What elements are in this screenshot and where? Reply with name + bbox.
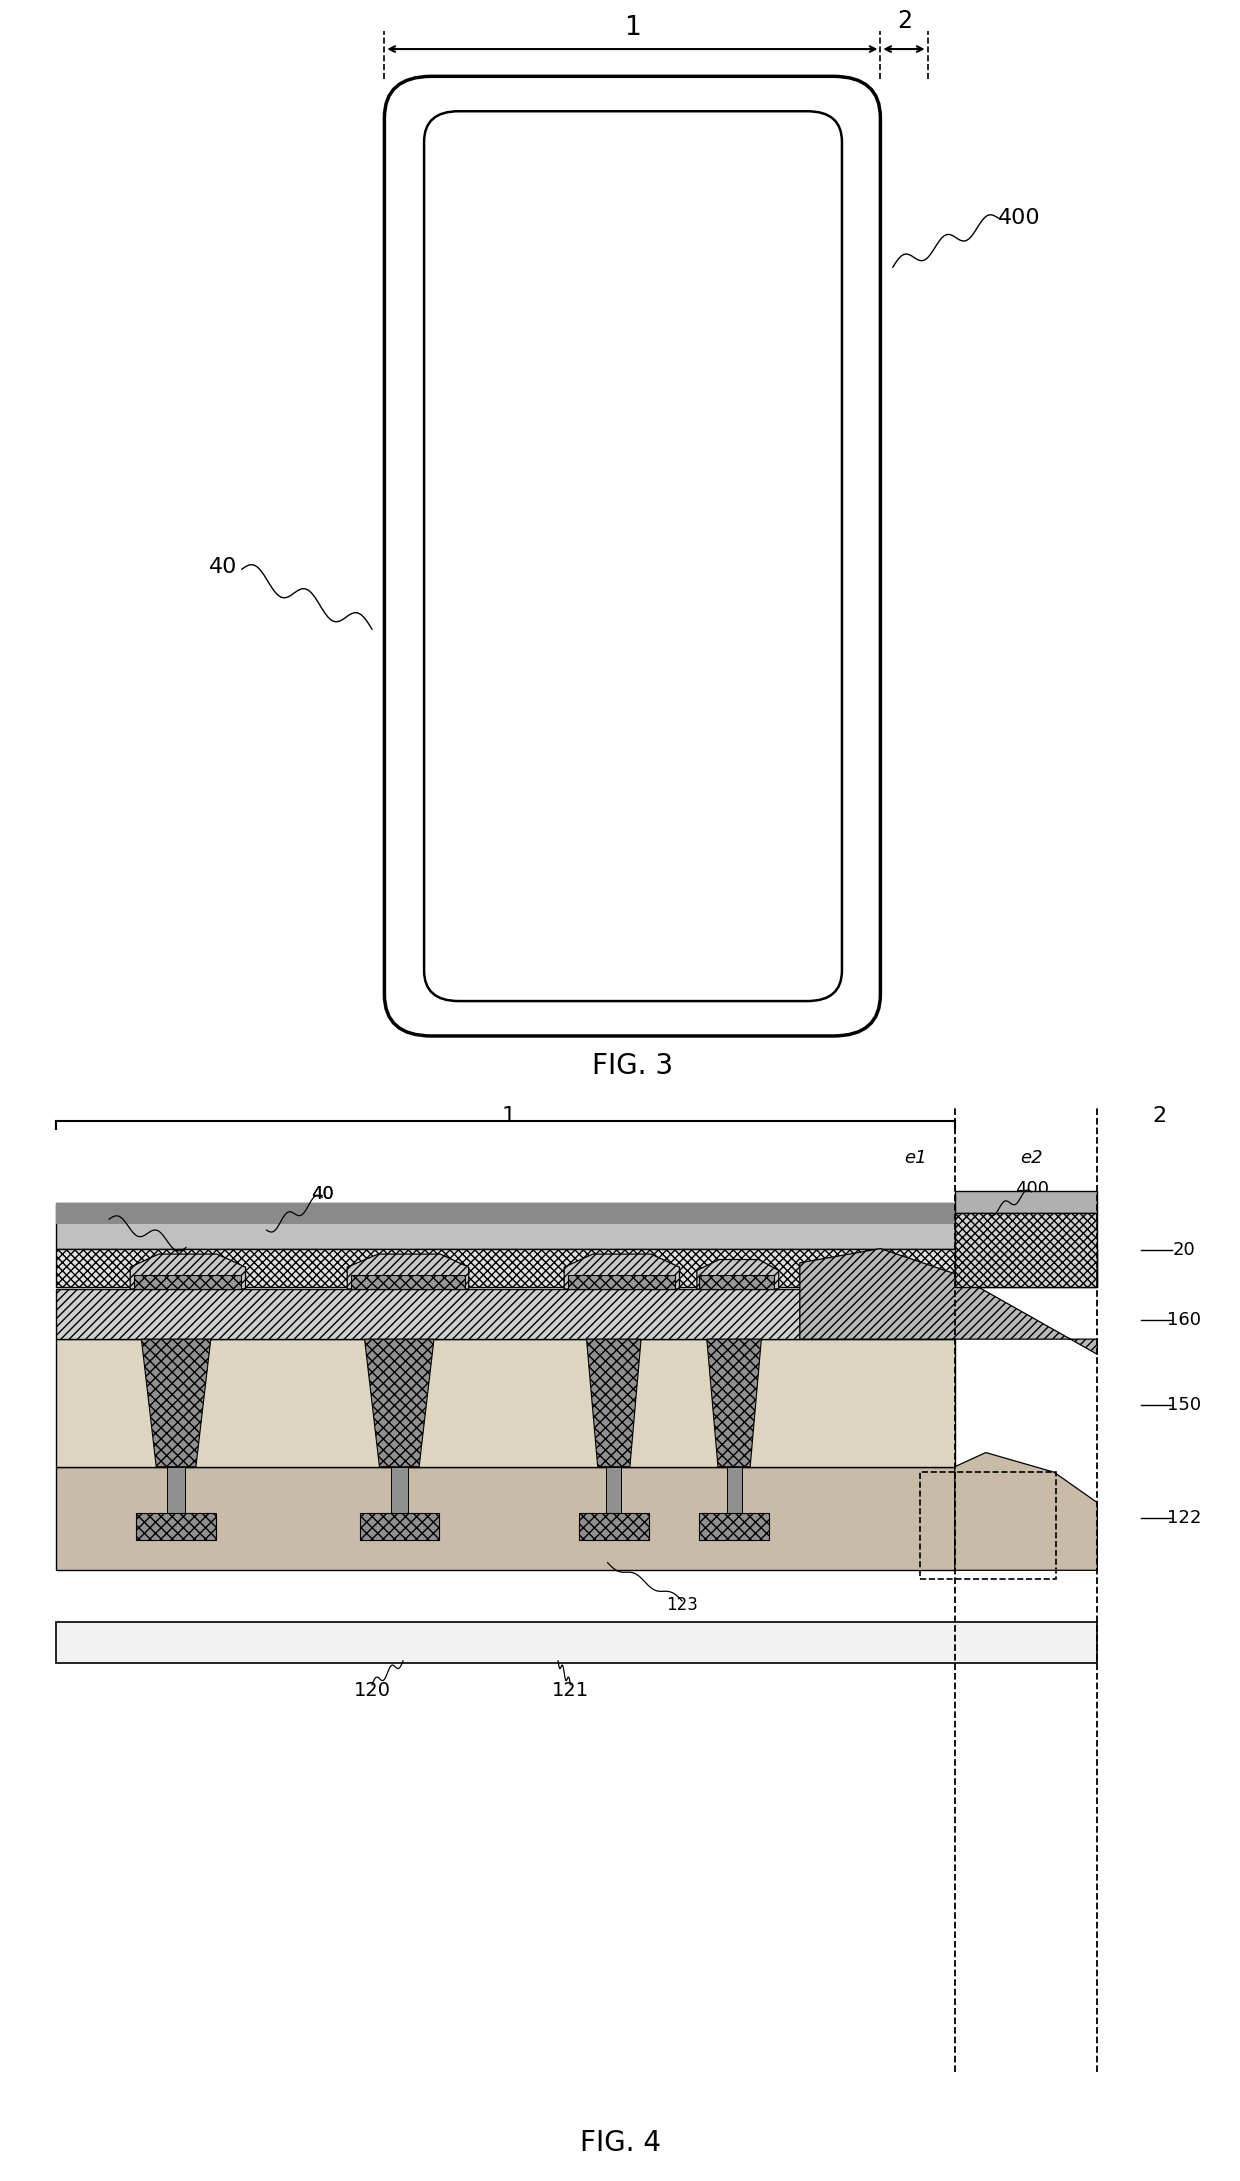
Polygon shape bbox=[955, 1453, 1097, 1570]
Bar bbox=[920, 1472, 1056, 1579]
Polygon shape bbox=[697, 1261, 779, 1289]
Bar bbox=[955, 1213, 1097, 1287]
Bar bbox=[136, 1514, 216, 1540]
Bar bbox=[56, 1204, 955, 1224]
Polygon shape bbox=[564, 1254, 680, 1289]
Bar bbox=[56, 1623, 1097, 1662]
Text: 120: 120 bbox=[353, 1682, 391, 1699]
Polygon shape bbox=[167, 1466, 185, 1514]
Bar bbox=[351, 1274, 465, 1289]
Text: 400: 400 bbox=[998, 207, 1040, 229]
Text: 121: 121 bbox=[552, 1682, 589, 1699]
Text: e1: e1 bbox=[904, 1149, 926, 1167]
Bar bbox=[360, 1514, 439, 1540]
Text: FIG. 4: FIG. 4 bbox=[579, 2129, 661, 2157]
Bar bbox=[568, 1274, 675, 1289]
Text: 1: 1 bbox=[501, 1106, 516, 1125]
FancyBboxPatch shape bbox=[384, 76, 880, 1036]
Text: 1: 1 bbox=[624, 15, 641, 41]
Text: 150: 150 bbox=[1167, 1396, 1202, 1413]
Bar bbox=[579, 1514, 649, 1540]
FancyBboxPatch shape bbox=[424, 111, 842, 1001]
Text: 151: 151 bbox=[606, 1234, 639, 1252]
Text: FIG. 3: FIG. 3 bbox=[591, 1051, 673, 1080]
Bar bbox=[56, 1339, 955, 1466]
Text: 40: 40 bbox=[210, 556, 237, 578]
Polygon shape bbox=[707, 1339, 761, 1466]
Text: 2: 2 bbox=[898, 9, 913, 33]
Bar bbox=[56, 1202, 955, 1248]
Bar bbox=[955, 1191, 1097, 1213]
Text: 20: 20 bbox=[1173, 1241, 1195, 1258]
Bar bbox=[56, 1466, 955, 1570]
Bar bbox=[699, 1274, 774, 1289]
Text: 2: 2 bbox=[1152, 1106, 1167, 1125]
Polygon shape bbox=[391, 1466, 408, 1514]
Bar bbox=[699, 1514, 769, 1540]
Text: 14: 14 bbox=[86, 1304, 108, 1322]
Polygon shape bbox=[727, 1466, 742, 1514]
Polygon shape bbox=[365, 1339, 434, 1466]
Polygon shape bbox=[800, 1248, 1097, 1354]
Polygon shape bbox=[587, 1339, 641, 1466]
Bar bbox=[56, 1248, 1097, 1287]
Text: 161: 161 bbox=[760, 1237, 790, 1250]
Text: 122: 122 bbox=[1167, 1509, 1202, 1527]
Polygon shape bbox=[141, 1339, 211, 1466]
Text: 123: 123 bbox=[666, 1596, 698, 1614]
Text: α1: α1 bbox=[1061, 1555, 1084, 1575]
Bar bbox=[134, 1274, 241, 1289]
Text: 30: 30 bbox=[94, 1210, 117, 1228]
Text: 15: 15 bbox=[169, 1234, 191, 1252]
Text: 400: 400 bbox=[1014, 1180, 1049, 1197]
Bar bbox=[56, 1289, 955, 1339]
Polygon shape bbox=[347, 1254, 469, 1289]
Polygon shape bbox=[130, 1254, 246, 1289]
Text: 130: 130 bbox=[707, 1237, 737, 1250]
Text: 40: 40 bbox=[311, 1184, 334, 1204]
Text: e2: e2 bbox=[1021, 1149, 1043, 1167]
Polygon shape bbox=[606, 1466, 621, 1514]
Text: 30: 30 bbox=[98, 1210, 120, 1228]
Text: 40: 40 bbox=[311, 1184, 334, 1204]
Text: 16: 16 bbox=[396, 1234, 418, 1252]
Text: 160: 160 bbox=[1167, 1311, 1202, 1328]
